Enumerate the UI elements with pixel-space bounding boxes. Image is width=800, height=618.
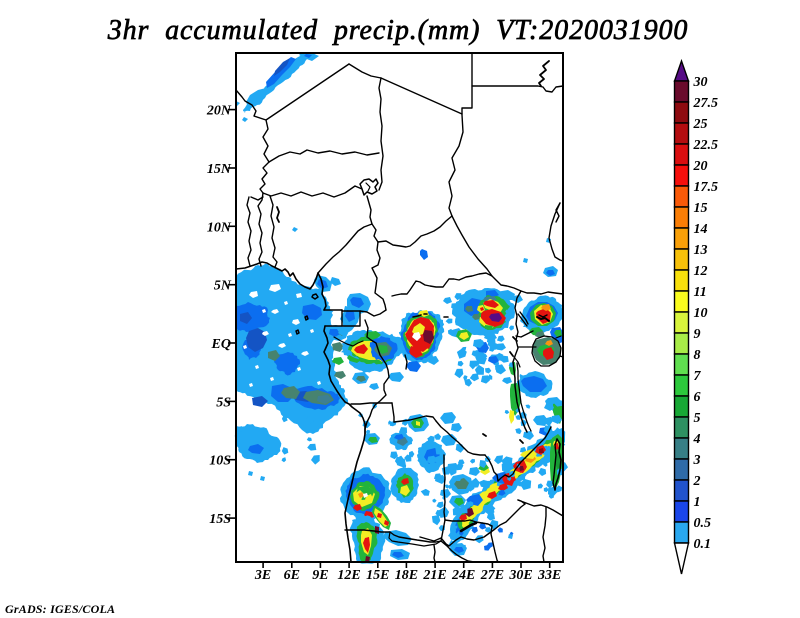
svg-text:20N: 20N bbox=[206, 104, 232, 119]
svg-text:10N: 10N bbox=[207, 220, 232, 235]
svg-text:4: 4 bbox=[693, 432, 701, 447]
svg-text:GrADS: IGES/COLA: GrADS: IGES/COLA bbox=[5, 602, 115, 616]
svg-text:20: 20 bbox=[693, 159, 708, 174]
svg-text:11: 11 bbox=[694, 285, 707, 300]
svg-text:12E: 12E bbox=[337, 568, 360, 583]
svg-text:3hr accumulated precip.(mm): 3hr accumulated precip.(mm) VT:202003190… bbox=[107, 15, 689, 46]
svg-text:6E: 6E bbox=[284, 568, 300, 583]
svg-text:12: 12 bbox=[694, 264, 708, 279]
svg-text:10S: 10S bbox=[209, 454, 231, 469]
svg-text:27.5: 27.5 bbox=[693, 96, 719, 111]
svg-text:2: 2 bbox=[693, 474, 701, 489]
svg-text:15S: 15S bbox=[209, 512, 231, 527]
svg-text:6: 6 bbox=[694, 390, 701, 405]
svg-text:0.1: 0.1 bbox=[694, 537, 712, 552]
svg-text:15N: 15N bbox=[207, 162, 232, 177]
svg-text:5: 5 bbox=[694, 411, 701, 426]
svg-text:13: 13 bbox=[694, 243, 708, 258]
svg-text:3: 3 bbox=[693, 453, 701, 468]
svg-text:25: 25 bbox=[693, 117, 708, 132]
svg-text:5S: 5S bbox=[216, 395, 231, 410]
svg-text:7: 7 bbox=[694, 369, 702, 384]
svg-text:18E: 18E bbox=[395, 568, 418, 583]
svg-text:15: 15 bbox=[694, 201, 708, 216]
svg-text:8: 8 bbox=[694, 348, 701, 363]
svg-text:24E: 24E bbox=[451, 568, 475, 583]
svg-text:27E: 27E bbox=[480, 568, 504, 583]
svg-text:21E: 21E bbox=[422, 568, 446, 583]
svg-text:10: 10 bbox=[694, 306, 708, 321]
svg-text:5N: 5N bbox=[214, 279, 232, 294]
svg-text:33E: 33E bbox=[537, 568, 561, 583]
svg-text:30E: 30E bbox=[508, 568, 532, 583]
svg-text:14: 14 bbox=[694, 222, 708, 237]
svg-text:22.5: 22.5 bbox=[693, 138, 719, 153]
svg-text:EQ: EQ bbox=[211, 337, 231, 352]
svg-text:0.5: 0.5 bbox=[694, 516, 712, 531]
svg-text:9E: 9E bbox=[312, 568, 328, 583]
svg-text:15E: 15E bbox=[366, 568, 389, 583]
svg-text:17.5: 17.5 bbox=[694, 180, 719, 195]
svg-text:30: 30 bbox=[693, 75, 708, 90]
svg-text:3E: 3E bbox=[254, 568, 271, 583]
svg-text:9: 9 bbox=[694, 327, 701, 342]
svg-text:1: 1 bbox=[694, 495, 701, 510]
